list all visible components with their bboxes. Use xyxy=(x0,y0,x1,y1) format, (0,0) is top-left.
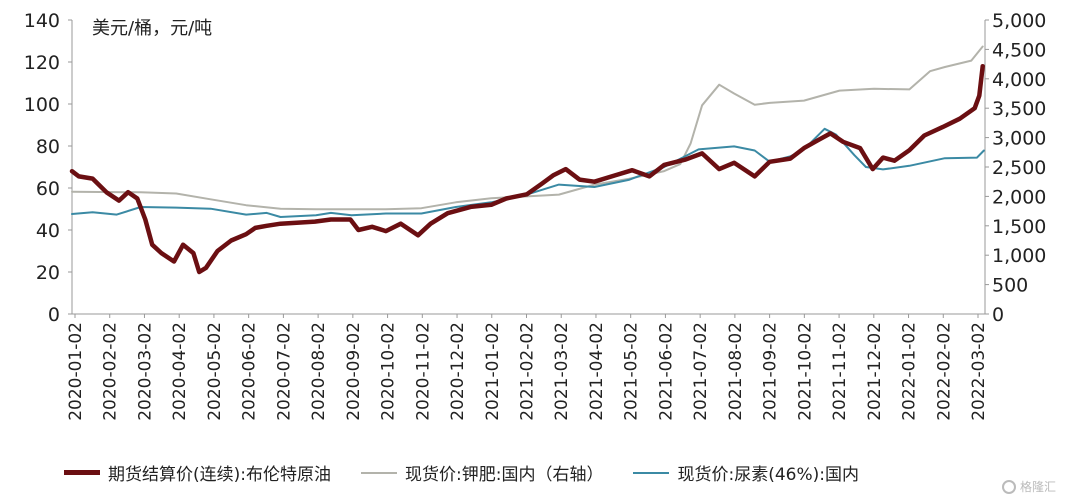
x-axis-tick-label: 2021-05-02 xyxy=(622,322,642,421)
x-axis-tick-label: 2021-08-02 xyxy=(726,322,746,421)
watermark-text: 格隆汇 xyxy=(1020,480,1057,494)
x-axis-tick-label: 2022-01-02 xyxy=(900,322,920,421)
series-line-2 xyxy=(71,127,985,218)
legend-item-potash: 现货价:钾肥:国内（右轴） xyxy=(361,460,603,485)
chart-legend: 期货结算价(连续):布伦特原油 现货价:钾肥:国内（右轴） 现货价:尿素(46%… xyxy=(64,460,889,485)
x-axis-tick-label: 2021-09-02 xyxy=(761,322,781,421)
x-axis-tick-label: 2020-05-02 xyxy=(205,322,225,421)
x-axis-tick-label: 2020-04-02 xyxy=(170,322,190,421)
legend-item-urea: 现货价:尿素(46%):国内 xyxy=(633,460,859,485)
series-line-0 xyxy=(69,63,985,275)
legend-swatch-brent xyxy=(64,470,100,475)
right-axis-tick-label: 2,000 xyxy=(992,186,1046,208)
x-axis-tick-label: 2020-02-02 xyxy=(101,322,121,421)
left-axis-tick-label: 0 xyxy=(48,304,60,326)
left-axis-tick-label: 40 xyxy=(36,220,60,242)
legend-label-urea: 现货价:尿素(46%):国内 xyxy=(677,465,859,485)
x-axis-tick-label: 2020-03-02 xyxy=(135,322,155,421)
x-axis-tick-label: 2021-01-02 xyxy=(483,322,503,421)
x-axis-tick-label: 2021-10-02 xyxy=(795,322,815,421)
left-axis-tick-label: 120 xyxy=(24,52,60,74)
x-axis-tick-label: 2021-12-02 xyxy=(865,322,885,421)
left-axis-tick-label: 60 xyxy=(36,178,60,200)
series-line-1 xyxy=(71,45,984,211)
right-axis-tick-label: 3,000 xyxy=(992,128,1046,150)
right-axis-tick-label: 3,500 xyxy=(992,98,1046,120)
right-axis-tick-label: 1,500 xyxy=(992,216,1046,238)
x-axis-tick-label: 2021-11-02 xyxy=(830,322,850,421)
right-axis-tick-label: 2,500 xyxy=(992,157,1046,179)
x-axis-tick-label: 2021-07-02 xyxy=(691,322,711,421)
right-axis-tick-label: 1,000 xyxy=(992,245,1046,267)
x-axis-tick-label: 2020-08-02 xyxy=(309,322,329,421)
x-axis-tick-label: 2021-03-02 xyxy=(552,322,572,421)
legend-swatch-potash xyxy=(361,471,397,474)
legend-item-brent: 期货结算价(连续):布伦特原油 xyxy=(64,460,331,485)
x-axis-tick-label: 2020-01-02 xyxy=(66,322,86,421)
left-axis-tick-label: 80 xyxy=(36,136,60,158)
x-axis-tick-label: 2020-12-02 xyxy=(448,322,468,421)
left-axis-tick-label: 140 xyxy=(24,10,60,32)
x-axis-tick-label: 2020-09-02 xyxy=(344,322,364,421)
x-axis-tick-label: 2020-10-02 xyxy=(379,322,399,421)
right-axis-tick-label: 0 xyxy=(992,304,1004,326)
x-axis-tick-label: 2021-02-02 xyxy=(518,322,538,421)
x-axis-tick-label: 2021-04-02 xyxy=(587,322,607,421)
x-axis-tick-label: 2020-11-02 xyxy=(413,322,433,421)
x-axis-tick-label: 2020-07-02 xyxy=(274,322,294,421)
left-axis-tick-label: 100 xyxy=(24,94,60,116)
x-axis-tick-label: 2021-06-02 xyxy=(656,322,676,421)
right-axis-tick-label: 500 xyxy=(992,275,1028,297)
chart-series xyxy=(69,45,985,275)
legend-label-brent: 期货结算价(连续):布伦特原油 xyxy=(108,465,331,485)
legend-swatch-urea xyxy=(633,471,670,474)
legend-label-potash: 现货价:钾肥:国内（右轴） xyxy=(405,465,604,485)
right-axis-tick-label: 4,000 xyxy=(992,69,1046,91)
right-axis-tick-label: 5,000 xyxy=(992,10,1046,32)
x-axis-tick-label: 2022-02-02 xyxy=(934,322,954,421)
right-axis-tick-label: 4,500 xyxy=(992,39,1046,61)
left-axis-unit-label: 美元/桶，元/吨 xyxy=(92,18,213,39)
chart-axes: 0 20 40 60 80 100 120 140 0 500 1,000 1,500 2,000 2,5… xyxy=(24,10,1047,421)
x-axis-tick-label: 2020-06-02 xyxy=(240,322,260,421)
left-axis-tick-label: 20 xyxy=(36,262,60,284)
watermark-logo-icon xyxy=(1002,479,1016,494)
x-axis-tick-label: 2022-03-02 xyxy=(969,322,989,421)
watermark: 格隆汇 xyxy=(1002,478,1056,495)
